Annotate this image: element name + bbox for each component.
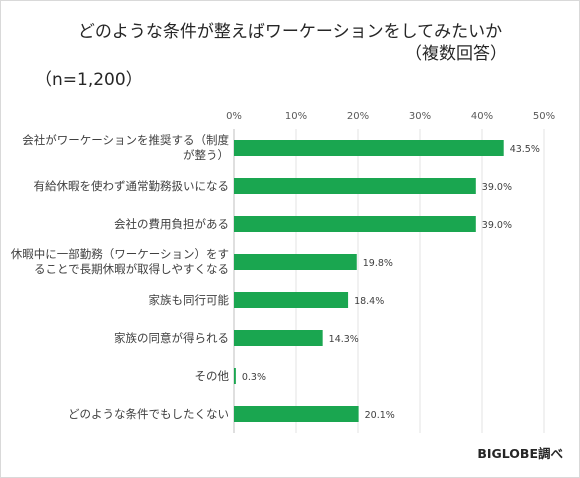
category-label-line: 家族の同意が得られる (114, 330, 229, 345)
bar (234, 178, 476, 194)
value-label: 39.0% (482, 182, 512, 193)
category-label-line: が整う） (183, 148, 229, 162)
bar (234, 140, 504, 156)
category-label: 家族も同行可能 (1, 292, 230, 308)
bar (234, 368, 236, 384)
chart-title-note: （複数回答） (405, 44, 507, 64)
category-label-line: 家族も同行可能 (148, 292, 230, 307)
x-tick-label: 30% (409, 111, 431, 122)
category-label-line: 有給休暇を使わず通常勤務扱いになる (33, 178, 230, 193)
category-label-line: その他 (194, 368, 230, 383)
value-label: 0.3% (242, 372, 266, 383)
value-label: 18.4% (354, 296, 384, 307)
bar (234, 406, 359, 422)
value-label: 20.1% (365, 410, 395, 421)
category-label: どのような条件でもしたくない (1, 407, 229, 422)
category-label: 会社の費用負担がある (1, 217, 229, 232)
category-label: 会社がワーケーションを推奨する（制度 が整う） (1, 133, 229, 163)
x-tick-label: 0% (226, 111, 242, 122)
category-label: その他 (1, 368, 230, 384)
category-label: 休暇中に一部勤務（ワーケーション）をす ることで長期休暇が取得しやすくなる (1, 247, 229, 277)
category-label: 家族の同意が得られる (1, 331, 229, 346)
x-tick-label: 20% (347, 111, 369, 122)
value-label: 43.5% (510, 144, 540, 155)
category-label-line: 会社がワーケーションを推奨する（制度 (22, 133, 229, 147)
value-label: 19.8% (363, 258, 393, 269)
bar (234, 292, 349, 308)
source-label: BIGLOBE調べ (477, 446, 563, 461)
sample-size-label: （n=1,200） (35, 70, 143, 90)
chart-title: どのような条件が整えばワーケーションをしてみたいか (77, 22, 503, 42)
x-tick-label: 40% (471, 111, 493, 122)
x-tick-label: 50% (533, 111, 555, 122)
category-label-line: どのような条件でもしたくない (68, 406, 229, 421)
bar (234, 330, 323, 346)
value-label: 14.3% (329, 334, 359, 345)
value-label: 39.0% (482, 220, 512, 231)
category-label-line: 会社の費用負担がある (114, 216, 229, 231)
category-label-line: 休暇中に一部勤務（ワーケーション）をす (10, 247, 229, 261)
category-label: 有給休暇を使わず通常勤務扱いになる (1, 178, 230, 194)
bar (234, 254, 357, 270)
category-label-line: ることで長期休暇が取得しやすくなる (33, 262, 229, 276)
x-tick-label: 10% (285, 111, 307, 122)
bar (234, 216, 476, 232)
